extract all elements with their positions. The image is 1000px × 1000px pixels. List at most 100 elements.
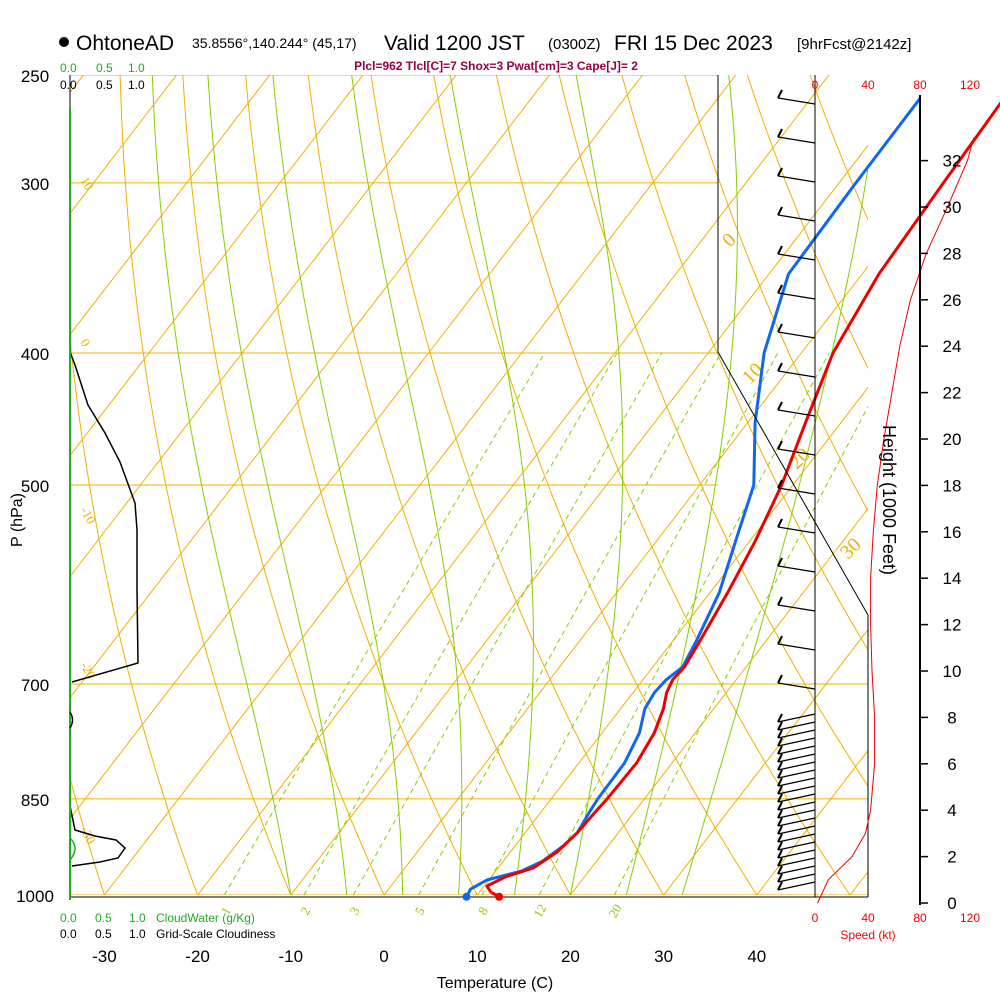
wind-barb: [777, 729, 816, 739]
barb-staff: [777, 721, 816, 731]
barb-staff: [777, 331, 816, 339]
barb-flag: [777, 865, 783, 875]
cloudiness-profile-low: [69, 805, 126, 867]
mixing-ratio-line: [303, 352, 618, 895]
cloudwater-label: CloudWater (g/Kg): [156, 911, 255, 925]
temperature-tick-label: 30: [654, 947, 673, 966]
barb-flag: [777, 825, 783, 835]
top-left-green-scale: 0.0 0.5 1.0: [60, 61, 145, 75]
height-tick-label: 4: [947, 801, 956, 820]
barb-staff: [777, 604, 816, 612]
isotherm-line: [70, 75, 551, 699]
speed-scale-top: 0 40 80 120: [812, 78, 981, 92]
bottom-left-green-scale: 0.0 0.5 1.0 CloudWater (g/Kg): [60, 911, 255, 925]
scale-label: 0.5: [95, 911, 112, 925]
speed-tick: 80: [913, 911, 927, 925]
moist-adiabat-line: [272, 75, 404, 895]
temperature-axis-ticks: -30 -20 -10 0 10 20 30 40: [92, 947, 766, 966]
barb-flag: [777, 777, 783, 787]
barb-staff: [777, 857, 816, 867]
pressure-tick-label: 400: [21, 345, 49, 364]
wind-barb: [777, 753, 816, 763]
wind-barb: [777, 518, 816, 534]
wind-barb: [777, 769, 816, 779]
height-tick-label: 32: [943, 152, 962, 171]
moist-adiabat-line: [351, 75, 463, 895]
barb-staff: [777, 292, 816, 300]
dry-adiabat-label: 10: [77, 174, 96, 193]
wind-barb: [777, 745, 816, 755]
barb-staff: [777, 825, 816, 835]
barb-staff: [777, 729, 816, 739]
wind-barb: [777, 479, 816, 495]
temperature-tick-label: 10: [468, 947, 487, 966]
temperature-tick-label: -20: [185, 947, 210, 966]
wind-barb: [777, 801, 816, 811]
temperature-tick-label: 0: [379, 947, 388, 966]
dry-adiabat-line: [70, 332, 199, 895]
wind-barb: [777, 737, 816, 747]
scale-label: 0.0: [60, 61, 77, 75]
speed-tick: 120: [960, 911, 980, 925]
scale-label: 0.0: [60, 78, 77, 92]
isotherm-line: [196, 75, 830, 895]
isotherm-line: [383, 265, 868, 895]
barb-flag: [777, 761, 783, 771]
barb-staff: [777, 841, 816, 851]
barb-flag: [777, 873, 783, 883]
height-tick-label: 10: [943, 662, 962, 681]
barb-flag: [777, 841, 783, 851]
wind-barb: [777, 817, 816, 827]
top-left-black-scale: 0.0 0.5 1.0: [60, 78, 145, 92]
isotherm-line: [70, 75, 364, 457]
barb-staff: [777, 713, 816, 723]
wind-barb: [777, 881, 816, 891]
scale-label: 0.5: [96, 78, 113, 92]
height-tick-label: 22: [943, 384, 962, 403]
pressure-tick-label: 500: [21, 477, 49, 496]
barb-flag: [777, 857, 783, 867]
barb-staff: [777, 809, 816, 819]
scale-label: 1.0: [128, 61, 145, 75]
barb-flag: [777, 801, 783, 811]
moist-adiabat-label: 30: [836, 534, 866, 564]
barb-staff: [777, 253, 816, 261]
height-tick-label: 16: [943, 523, 962, 542]
cloudiness-profile: [69, 351, 139, 683]
barb-staff: [777, 448, 816, 456]
dry-adiabat-line: [182, 75, 385, 895]
dry-adiabat-label: -20: [77, 659, 99, 682]
barb-staff: [777, 214, 816, 222]
speed-scale-bottom: 0 40 80 120 Speed (kt): [812, 911, 981, 942]
height-tick-label: 18: [943, 476, 962, 495]
barb-flag: [777, 245, 783, 255]
mixing-ratio-line: [538, 352, 830, 895]
speed-tick: 0: [812, 911, 819, 925]
speed-tick: 0: [812, 78, 819, 92]
height-tick-label: 30: [943, 198, 962, 217]
isotherm-line: [70, 75, 271, 336]
speed-tick: 40: [861, 911, 875, 925]
moist-adiabat-line: [625, 75, 738, 895]
wind-barb: [777, 777, 816, 787]
isotherm-line: [103, 75, 737, 895]
speed-tick: 40: [861, 78, 875, 92]
isotherm-line: [476, 386, 868, 895]
dewpoint-line: [465, 97, 922, 898]
dry-adiabat-line: [119, 75, 292, 895]
barb-flag: [777, 557, 783, 567]
barb-staff: [777, 136, 816, 144]
wind-barb: [777, 785, 816, 795]
valid-time: Valid 1200 JST: [384, 32, 525, 55]
height-tick-label: 14: [943, 569, 962, 588]
valid-date: FRI 15 Dec 2023: [614, 32, 773, 55]
barb-flag: [777, 518, 783, 528]
height-axis-title: Height (1000 Feet): [879, 425, 899, 575]
wind-barb: [777, 761, 816, 771]
forecast-info: [9hrFcst@2142z]: [797, 36, 911, 53]
indices-line: Plcl=962 Tlcl[C]=7 Shox=3 Pwat[cm]=3 Cap…: [354, 59, 638, 73]
station-bullet-icon: [59, 37, 69, 47]
mixing-ratio-line: [481, 352, 779, 895]
